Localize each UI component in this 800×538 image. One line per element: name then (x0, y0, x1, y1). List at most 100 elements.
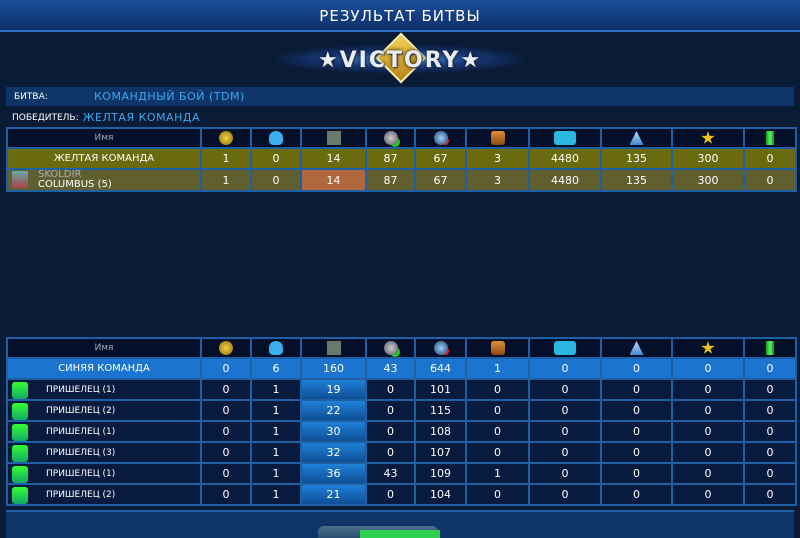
name-column-header[interactable]: Имя (6, 127, 202, 149)
continue-button-glow (360, 530, 440, 538)
column-header[interactable] (250, 127, 302, 149)
column-header[interactable] (528, 127, 602, 149)
player-name: ПРИШЕЛЕЦ (1) (46, 384, 116, 395)
player-stat: 108 (414, 420, 467, 443)
player-row[interactable]: ПРИШЕЛЕЦ (1) 0 1 36 43 109 1 0 0 0 0 (6, 462, 797, 485)
player-stat: 0 (528, 399, 602, 422)
avatar (12, 445, 28, 462)
player-stat: 115 (414, 399, 467, 422)
team-stat: 6 (250, 357, 302, 380)
player-stat: 0 (671, 399, 745, 422)
player-stat: 0 (743, 441, 797, 464)
column-header[interactable] (365, 337, 416, 359)
player-stat: 0 (465, 441, 530, 464)
yellow-team-table: Имя ЖЕЛТАЯ КОМАНДА 1 0 14 87 67 3 4480 135 300 0 SKO… (6, 127, 797, 192)
team-stat: 87 (365, 147, 416, 170)
avatar (12, 382, 28, 399)
victory-text: ★VICTORY★ (317, 47, 483, 73)
avatar (12, 424, 28, 441)
player-stat: 0 (200, 378, 252, 401)
player-name-line1: SKOLDIR (38, 169, 82, 180)
player-stat: 0 (250, 168, 302, 192)
star-icon (701, 131, 715, 144)
column-header[interactable] (743, 127, 797, 149)
battle-mode: КОМАНДНЫЙ БОЙ (TDM) (94, 90, 245, 103)
team-stat: 0 (743, 357, 797, 380)
player-stat: 0 (743, 420, 797, 443)
team-stat: 0 (528, 357, 602, 380)
player-stat: 0 (600, 483, 673, 506)
rank-medal-icon (219, 131, 233, 145)
team-stat: 0 (200, 357, 252, 380)
rank-medal-icon (219, 341, 233, 355)
player-row[interactable]: ПРИШЕЛЕЦ (1) 0 1 30 0 108 0 0 0 0 0 (6, 420, 797, 443)
column-header[interactable] (414, 337, 467, 359)
player-stat: 0 (465, 483, 530, 506)
team-stat: 160 (300, 357, 367, 380)
player-stat: 300 (671, 168, 745, 192)
player-stat: 0 (200, 483, 252, 506)
player-stat: 0 (600, 420, 673, 443)
victory-logo: ★VICTORY★ (270, 32, 530, 86)
team-stat: 0 (671, 357, 745, 380)
crystals-icon (629, 131, 644, 145)
winner-info: ПОБЕДИТЕЛЬ: ЖЕЛТАЯ КОМАНДА (6, 108, 794, 127)
battle-label: БИТВА: (14, 91, 48, 102)
player-stat: 30 (300, 420, 367, 443)
column-header[interactable] (200, 127, 252, 149)
player-stat: 0 (743, 399, 797, 422)
column-header[interactable] (743, 337, 797, 359)
chest-icon (490, 131, 505, 145)
player-row[interactable]: ПРИШЕЛЕЦ (1) 0 1 19 0 101 0 0 0 0 0 (6, 378, 797, 401)
column-header[interactable] (250, 337, 302, 359)
column-header[interactable] (365, 127, 416, 149)
player-stat: 1 (250, 462, 302, 485)
repair-plus-icon (383, 341, 398, 355)
player-stat: 4480 (528, 168, 602, 192)
player-stat: 0 (528, 483, 602, 506)
player-stat: 0 (365, 420, 416, 443)
death-skull-icon (269, 131, 283, 145)
player-stat: 0 (671, 441, 745, 464)
avatar (12, 403, 28, 420)
player-stat: 0 (528, 462, 602, 485)
player-stat: 0 (600, 399, 673, 422)
player-name-line2: COLUMBUS (5) (38, 179, 112, 190)
column-header[interactable] (465, 127, 530, 149)
team-row: СИНЯЯ КОМАНДА 0 6 160 43 644 1 0 0 0 0 (6, 357, 797, 380)
column-header[interactable] (300, 127, 367, 149)
player-stat: 0 (200, 420, 252, 443)
column-header[interactable] (300, 337, 367, 359)
player-row[interactable]: SKOLDIR COLUMBUS (5) 1 0 14 87 67 3 4480 135 300 0 (6, 168, 797, 192)
player-cell: ПРИШЕЛЕЦ (2) (6, 483, 202, 506)
column-header[interactable] (671, 337, 745, 359)
player-stat: 101 (414, 378, 467, 401)
player-name: ПРИШЕЛЕЦ (3) (46, 447, 116, 458)
team-stat: 1 (200, 147, 252, 170)
star-icon (701, 341, 715, 354)
player-stat: 0 (743, 483, 797, 506)
player-row[interactable]: ПРИШЕЛЕЦ (2) 0 1 21 0 104 0 0 0 0 0 (6, 483, 797, 506)
player-stat: 109 (414, 462, 467, 485)
player-stat: 104 (414, 483, 467, 506)
blue-team-table: Имя СИНЯЯ КОМАНДА 0 6 160 43 644 1 0 0 0 0 ПРИШЕЛЕЦ … (6, 337, 797, 506)
player-name: ПРИШЕЛЕЦ (2) (46, 405, 116, 416)
player-stat: 21 (300, 483, 367, 506)
column-header[interactable] (600, 337, 673, 359)
avatar (12, 466, 28, 483)
damage-minus-icon (433, 341, 448, 355)
team-stat: 3 (465, 147, 530, 170)
column-header[interactable] (528, 337, 602, 359)
player-row[interactable]: ПРИШЕЛЕЦ (2) 0 1 22 0 115 0 0 0 0 0 (6, 399, 797, 422)
column-header[interactable] (671, 127, 745, 149)
column-header[interactable] (200, 337, 252, 359)
name-column-header[interactable]: Имя (6, 337, 202, 359)
team-stat: 300 (671, 147, 745, 170)
column-header[interactable] (465, 337, 530, 359)
column-header[interactable] (600, 127, 673, 149)
player-stat: 43 (365, 462, 416, 485)
column-header[interactable] (414, 127, 467, 149)
player-stat: 0 (365, 483, 416, 506)
player-row[interactable]: ПРИШЕЛЕЦ (3) 0 1 32 0 107 0 0 0 0 0 (6, 441, 797, 464)
player-stat: 1 (250, 441, 302, 464)
